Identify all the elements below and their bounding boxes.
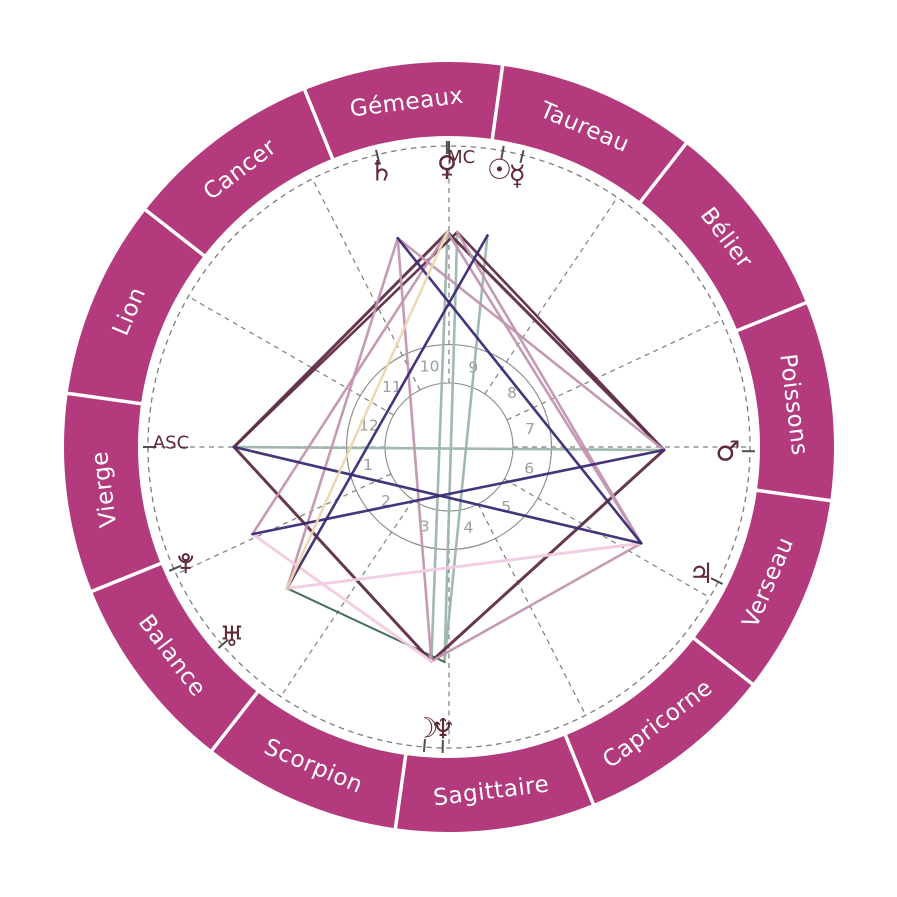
aspect-line-sun-neptune	[443, 234, 489, 664]
planet-neptune-glyph: ♆	[431, 712, 456, 745]
planet-moon-glyph: ☽	[413, 712, 438, 745]
house-number-6: 6	[524, 459, 534, 477]
aspect-line-asc-moon	[232, 445, 433, 663]
pluto-glyph-part	[178, 555, 194, 564]
zodiac-segment-lion	[67, 209, 204, 404]
zodiac-segment-gémeaux	[304, 61, 503, 159]
house-number-1: 1	[363, 456, 373, 474]
house-number-2: 2	[381, 492, 391, 510]
zodiac-separator	[755, 488, 832, 503]
aspect-line-venus-uranus	[285, 230, 449, 590]
degree-tick-jupiter	[710, 577, 724, 585]
aspect-line-pluto-mars	[251, 448, 666, 536]
aspect-line-asc-mars	[232, 445, 666, 452]
planet-venus-glyph: ♀	[437, 150, 458, 183]
degree-tick-saturn	[375, 149, 381, 163]
aspect-line-sun-uranus	[285, 234, 489, 590]
degree-tick-sun	[500, 145, 505, 159]
degree-tick-mercury	[519, 149, 525, 164]
aspect-line-mc-jupiter	[455, 230, 643, 545]
aspect-line-venus-jupiter	[446, 230, 643, 545]
aspect-line-mc-neptune	[443, 230, 459, 664]
aspect-line-moon-jupiter	[430, 541, 643, 663]
zodiac-segment-scorpion	[211, 692, 406, 829]
zodiac-separator	[638, 141, 689, 204]
zodiac-separator	[393, 753, 408, 830]
degree-tick-pluto	[168, 564, 182, 572]
zodiac-separator	[563, 733, 596, 806]
aspect-line-saturn-uranus	[285, 236, 400, 590]
zodiac-segment-bélier	[640, 143, 806, 331]
zodiac-segment-balance	[92, 563, 258, 751]
zodiac-separator	[90, 561, 163, 594]
planet-pluto-glyph	[178, 553, 194, 574]
house-number-5: 5	[501, 498, 511, 516]
house-cusp-line-8	[506, 319, 723, 421]
zodiac-separator	[490, 64, 505, 141]
house-cusp-line-9	[484, 197, 618, 395]
house-number-11: 11	[382, 378, 402, 396]
zodiac-separator	[692, 636, 755, 687]
planet-saturn-glyph: ♄	[369, 155, 394, 188]
zodiac-segment-verseau	[694, 490, 831, 685]
house-number-4: 4	[463, 519, 473, 537]
aspect-line-saturn-mars	[396, 236, 666, 452]
zodiac-segment-taureau	[492, 65, 687, 202]
house-number-12: 12	[359, 417, 379, 435]
zodiac-segment-sagittaire	[395, 735, 594, 832]
aspect-line-pluto-moon	[250, 532, 433, 663]
aspect-line-saturn-jupiter	[396, 236, 643, 545]
zodiac-separator	[66, 391, 143, 406]
planet-sun-glyph: ☉	[487, 153, 512, 186]
zodiac-segment-poissons	[737, 302, 834, 501]
pluto-glyph-part	[181, 553, 190, 562]
house-number-3: 3	[420, 517, 430, 535]
house-cusp-line-3	[280, 499, 414, 697]
degree-tick-uranus	[217, 638, 229, 649]
zodiac-segment-capricorne	[565, 638, 753, 804]
house-cusp-line-6	[504, 478, 710, 599]
aspect-line-uranus-neptune	[285, 587, 446, 663]
aspect-line-uranus-jupiter	[285, 541, 643, 590]
zodiac-separator	[209, 690, 260, 753]
house-number-10: 10	[420, 357, 440, 375]
aspect-line-venus-moon	[430, 230, 449, 663]
planet-mercury-glyph: ☿	[509, 159, 526, 192]
aspect-line-mc-mars	[455, 230, 666, 452]
aspect-line-mc-asc	[232, 230, 459, 449]
zodiac-separator	[143, 207, 206, 258]
zodiac-separator	[735, 300, 808, 333]
angle-label-mc: MC	[447, 147, 475, 168]
house-number-7: 7	[525, 420, 535, 438]
degree-tick-moon	[422, 738, 426, 753]
house-cusp-line-5	[477, 503, 587, 716]
house-cusp-line-12	[188, 295, 394, 416]
zodiac-separator	[302, 88, 335, 161]
zodiac-segment-vierge	[64, 393, 161, 592]
aspect-line-saturn-moon	[396, 236, 433, 663]
planet-jupiter-glyph: ♃	[689, 557, 714, 590]
planet-mars-glyph: ♂	[715, 434, 740, 467]
angle-label-asc: ASC	[153, 433, 189, 454]
house-cusp-line-11	[311, 178, 421, 391]
zodiac-segment-cancer	[145, 90, 333, 256]
house-number-8: 8	[507, 384, 517, 402]
house-cusp-line-2	[175, 473, 392, 575]
planet-uranus-glyph: ♅	[219, 620, 244, 653]
aspect-line-pluto-venus	[251, 230, 449, 536]
